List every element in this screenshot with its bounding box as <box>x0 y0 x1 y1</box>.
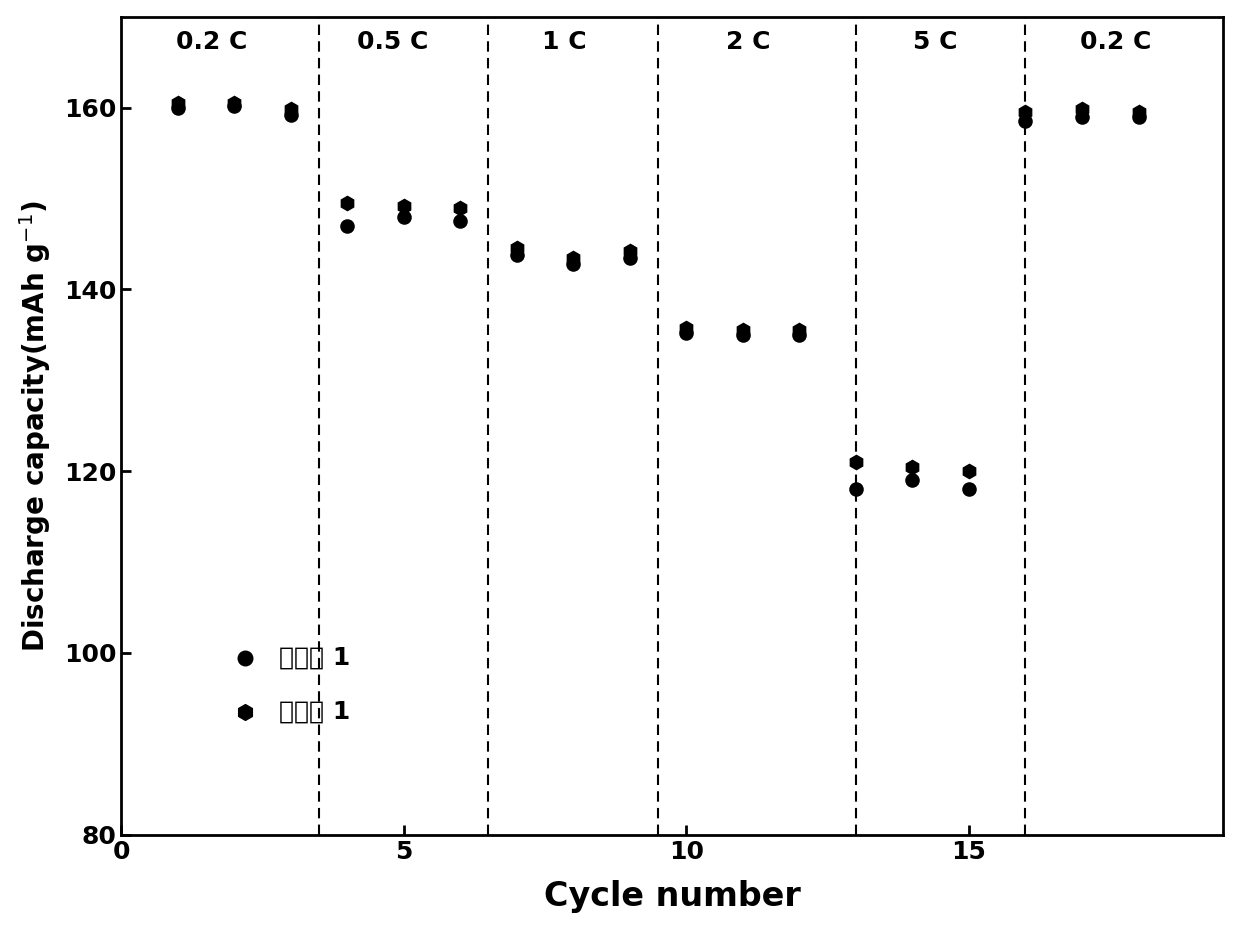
Text: 1 C: 1 C <box>542 31 587 54</box>
Point <box>846 455 866 470</box>
Text: 5 C: 5 C <box>913 31 957 54</box>
Point <box>450 200 470 215</box>
Point <box>790 323 810 338</box>
Point <box>224 99 244 113</box>
Point <box>903 459 923 474</box>
Text: 0.2 C: 0.2 C <box>176 31 247 54</box>
Point <box>790 327 810 342</box>
Point <box>394 209 414 224</box>
Point <box>563 257 583 272</box>
Point <box>450 214 470 229</box>
Point <box>1016 113 1035 128</box>
Point <box>563 250 583 265</box>
Point <box>236 705 255 720</box>
Text: 实施例 1: 实施例 1 <box>279 700 351 724</box>
Point <box>337 195 357 210</box>
Point <box>1128 105 1148 120</box>
Point <box>1073 102 1092 117</box>
Point <box>620 244 640 259</box>
Point <box>733 327 753 342</box>
Point <box>620 250 640 265</box>
Point <box>394 198 414 213</box>
X-axis label: Cycle number: Cycle number <box>544 881 801 913</box>
Point <box>1016 105 1035 120</box>
Point <box>676 326 696 340</box>
Point <box>236 650 255 665</box>
Text: 对比例 1: 对比例 1 <box>279 645 351 670</box>
Point <box>733 323 753 338</box>
Point <box>507 241 527 256</box>
Point <box>959 482 978 497</box>
Text: 2 C: 2 C <box>727 31 771 54</box>
Text: 0.2 C: 0.2 C <box>1080 31 1152 54</box>
Point <box>167 100 187 115</box>
Point <box>280 102 300 117</box>
Point <box>1073 109 1092 124</box>
Point <box>507 247 527 262</box>
Point <box>280 107 300 122</box>
Point <box>224 96 244 111</box>
Point <box>1128 109 1148 124</box>
Point <box>846 482 866 497</box>
Text: 0.5 C: 0.5 C <box>357 31 428 54</box>
Point <box>676 320 696 335</box>
Point <box>903 472 923 487</box>
Y-axis label: Discharge capacity(mAh g$^{-1}$): Discharge capacity(mAh g$^{-1}$) <box>16 200 52 652</box>
Point <box>167 96 187 111</box>
Point <box>337 219 357 233</box>
Point <box>959 464 978 479</box>
